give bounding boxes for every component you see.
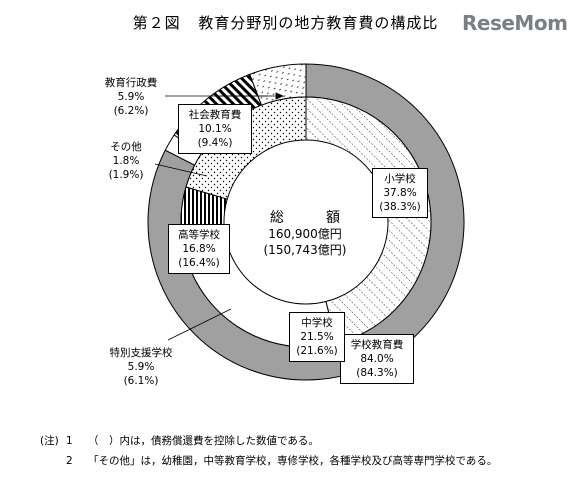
label-tokubetsu-shien: 特別支援学校 5.9% (6.1%) [98, 346, 184, 388]
label-name: 小学校 [384, 173, 416, 185]
footnote-text: 「その他」は，幼稚園，中等教育学校，専修学校，各種学校及び高等専門学校である。 [88, 455, 498, 467]
label-koto-gakko: 高等学校 16.8% (16.4%) [168, 224, 230, 274]
leader-arrowhead [275, 92, 285, 100]
label-shogakko: 小学校 37.8% (38.3%) [372, 168, 428, 218]
label-name: 高等学校 [178, 229, 220, 241]
label-value: 5.9% [117, 91, 145, 103]
label-gakko-kyoiku: 学校教育費 84.0% (84.3%) [340, 334, 414, 384]
label-chugakko: 中学校 21.5% (21.6%) [289, 312, 345, 362]
label-sonota: その他 1.8% (1.9%) [96, 140, 156, 182]
label-value: 37.8% [383, 187, 417, 199]
label-name: 社会教育費 [188, 109, 242, 121]
figure-title: 教育分野別の地方教育費の構成比 [198, 14, 439, 32]
total-value-alt: (150,743億円) [263, 243, 347, 257]
figure-number: 第２図 [132, 14, 181, 32]
total-label: 総 額 [270, 210, 354, 226]
footnote-number: 1 [66, 435, 73, 447]
label-alt: (9.4%) [197, 137, 233, 149]
center-total: 総 額 160,900億円 (150,743億円) [250, 210, 360, 258]
leader-sonota [154, 163, 208, 177]
footnote-2: 2 「その他」は，幼稚園，中等教育学校，専修学校，各種学校及び高等専門学校である。 [40, 451, 497, 471]
footnote-mark: (注) [40, 435, 59, 447]
label-value: 84.0% [360, 353, 394, 365]
label-alt: (6.1%) [123, 375, 159, 387]
total-value: 160,900億円 [268, 227, 342, 241]
label-alt: (1.9%) [108, 169, 144, 181]
label-alt: (16.4%) [178, 257, 220, 269]
footnote-text: （ ）内は，債務償還費を控除した数値である。 [88, 435, 319, 447]
label-shakai-kyoiku: 社会教育費 10.1% (9.4%) [178, 104, 252, 154]
label-kyoiku-gyosei: 教育行政費 5.9% (6.2%) [96, 76, 166, 118]
chart-title: 第２図 教育分野別の地方教育費の構成比 [0, 12, 571, 33]
label-name: 特別支援学校 [109, 347, 173, 359]
resemom-logo: ReseMom [462, 11, 568, 35]
label-alt: (6.2%) [113, 105, 149, 117]
label-value: 1.8% [112, 155, 140, 167]
leader-tokubetsu [167, 308, 232, 341]
footnote-1: (注) 1 （ ）内は，債務償還費を控除した数値である。 [40, 431, 497, 451]
label-name: その他 [110, 141, 142, 153]
label-name: 学校教育費 [350, 339, 404, 351]
label-alt: (84.3%) [356, 367, 398, 379]
label-value: 10.1% [198, 123, 232, 135]
label-name: 教育行政費 [104, 77, 158, 89]
footnotes: (注) 1 （ ）内は，債務償還費を控除した数値である。 2 「その他」は，幼稚園，中… [40, 431, 497, 471]
footnote-number: 2 [66, 455, 73, 467]
label-value: 16.8% [182, 243, 216, 255]
label-alt: (38.3%) [379, 201, 421, 213]
label-value: 5.9% [127, 361, 155, 373]
label-alt: (21.6%) [296, 345, 338, 357]
label-name: 中学校 [301, 317, 333, 329]
label-value: 21.5% [300, 331, 334, 343]
